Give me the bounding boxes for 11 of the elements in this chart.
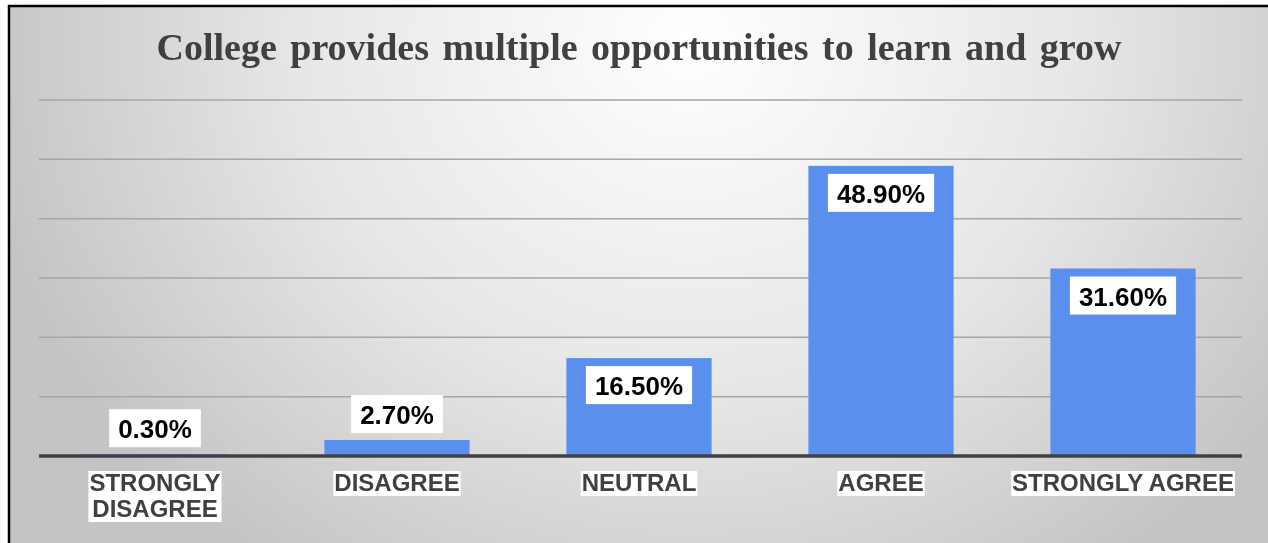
data-label: 0.30% xyxy=(118,414,192,445)
x-tick-label: STRONGLY DISAGREE xyxy=(89,469,221,522)
data-label: 16.50% xyxy=(594,371,684,402)
x-tick-label: DISAGREE xyxy=(334,469,460,496)
data-label: 31.60% xyxy=(1078,281,1168,312)
data-label: 2.70% xyxy=(360,399,434,430)
x-tick-label: STRONGLY AGREE xyxy=(1012,469,1234,496)
chart-title: College provides multiple opportunities to learn and grow xyxy=(156,26,1123,68)
data-label: 48.90% xyxy=(836,178,926,209)
x-tick-label: NEUTRAL xyxy=(581,469,697,496)
x-tick-label: AGREE xyxy=(838,469,924,496)
